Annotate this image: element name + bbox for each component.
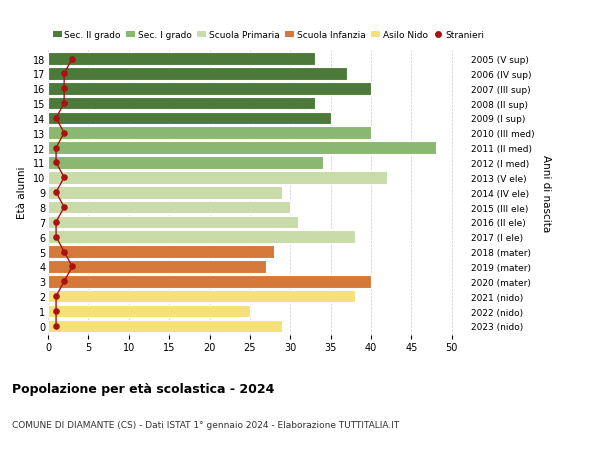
Bar bbox=[48, 98, 314, 110]
Bar bbox=[48, 216, 298, 229]
Bar bbox=[48, 246, 274, 258]
Bar bbox=[48, 202, 290, 214]
Point bbox=[59, 248, 69, 256]
Bar bbox=[48, 112, 331, 125]
Bar bbox=[48, 186, 282, 199]
Point bbox=[51, 159, 61, 167]
Point bbox=[51, 323, 61, 330]
Bar bbox=[48, 68, 347, 80]
Bar bbox=[48, 83, 371, 95]
Point bbox=[59, 130, 69, 137]
Point bbox=[51, 115, 61, 123]
Point bbox=[51, 219, 61, 226]
Point bbox=[59, 71, 69, 78]
Text: Popolazione per età scolastica - 2024: Popolazione per età scolastica - 2024 bbox=[12, 382, 274, 396]
Bar bbox=[48, 157, 323, 169]
Point bbox=[59, 278, 69, 285]
Bar bbox=[48, 127, 371, 140]
Point bbox=[59, 174, 69, 182]
Bar bbox=[48, 231, 355, 244]
Bar bbox=[48, 53, 314, 66]
Y-axis label: Anni di nascita: Anni di nascita bbox=[541, 154, 551, 231]
Bar bbox=[48, 172, 387, 184]
Point bbox=[67, 56, 77, 63]
Point bbox=[59, 204, 69, 211]
Point bbox=[67, 263, 77, 270]
Bar bbox=[48, 261, 266, 273]
Point bbox=[51, 293, 61, 300]
Point bbox=[51, 234, 61, 241]
Legend: Sec. II grado, Sec. I grado, Scuola Primaria, Scuola Infanzia, Asilo Nido, Stran: Sec. II grado, Sec. I grado, Scuola Prim… bbox=[53, 31, 484, 40]
Bar bbox=[48, 305, 250, 318]
Point bbox=[51, 189, 61, 196]
Point bbox=[51, 145, 61, 152]
Point bbox=[59, 85, 69, 93]
Bar bbox=[48, 275, 371, 288]
Point bbox=[51, 308, 61, 315]
Text: COMUNE DI DIAMANTE (CS) - Dati ISTAT 1° gennaio 2024 - Elaborazione TUTTITALIA.I: COMUNE DI DIAMANTE (CS) - Dati ISTAT 1° … bbox=[12, 420, 399, 429]
Bar bbox=[48, 320, 282, 332]
Bar bbox=[48, 142, 436, 155]
Y-axis label: Età alunni: Età alunni bbox=[17, 167, 27, 219]
Bar bbox=[48, 290, 355, 303]
Point bbox=[59, 100, 69, 107]
